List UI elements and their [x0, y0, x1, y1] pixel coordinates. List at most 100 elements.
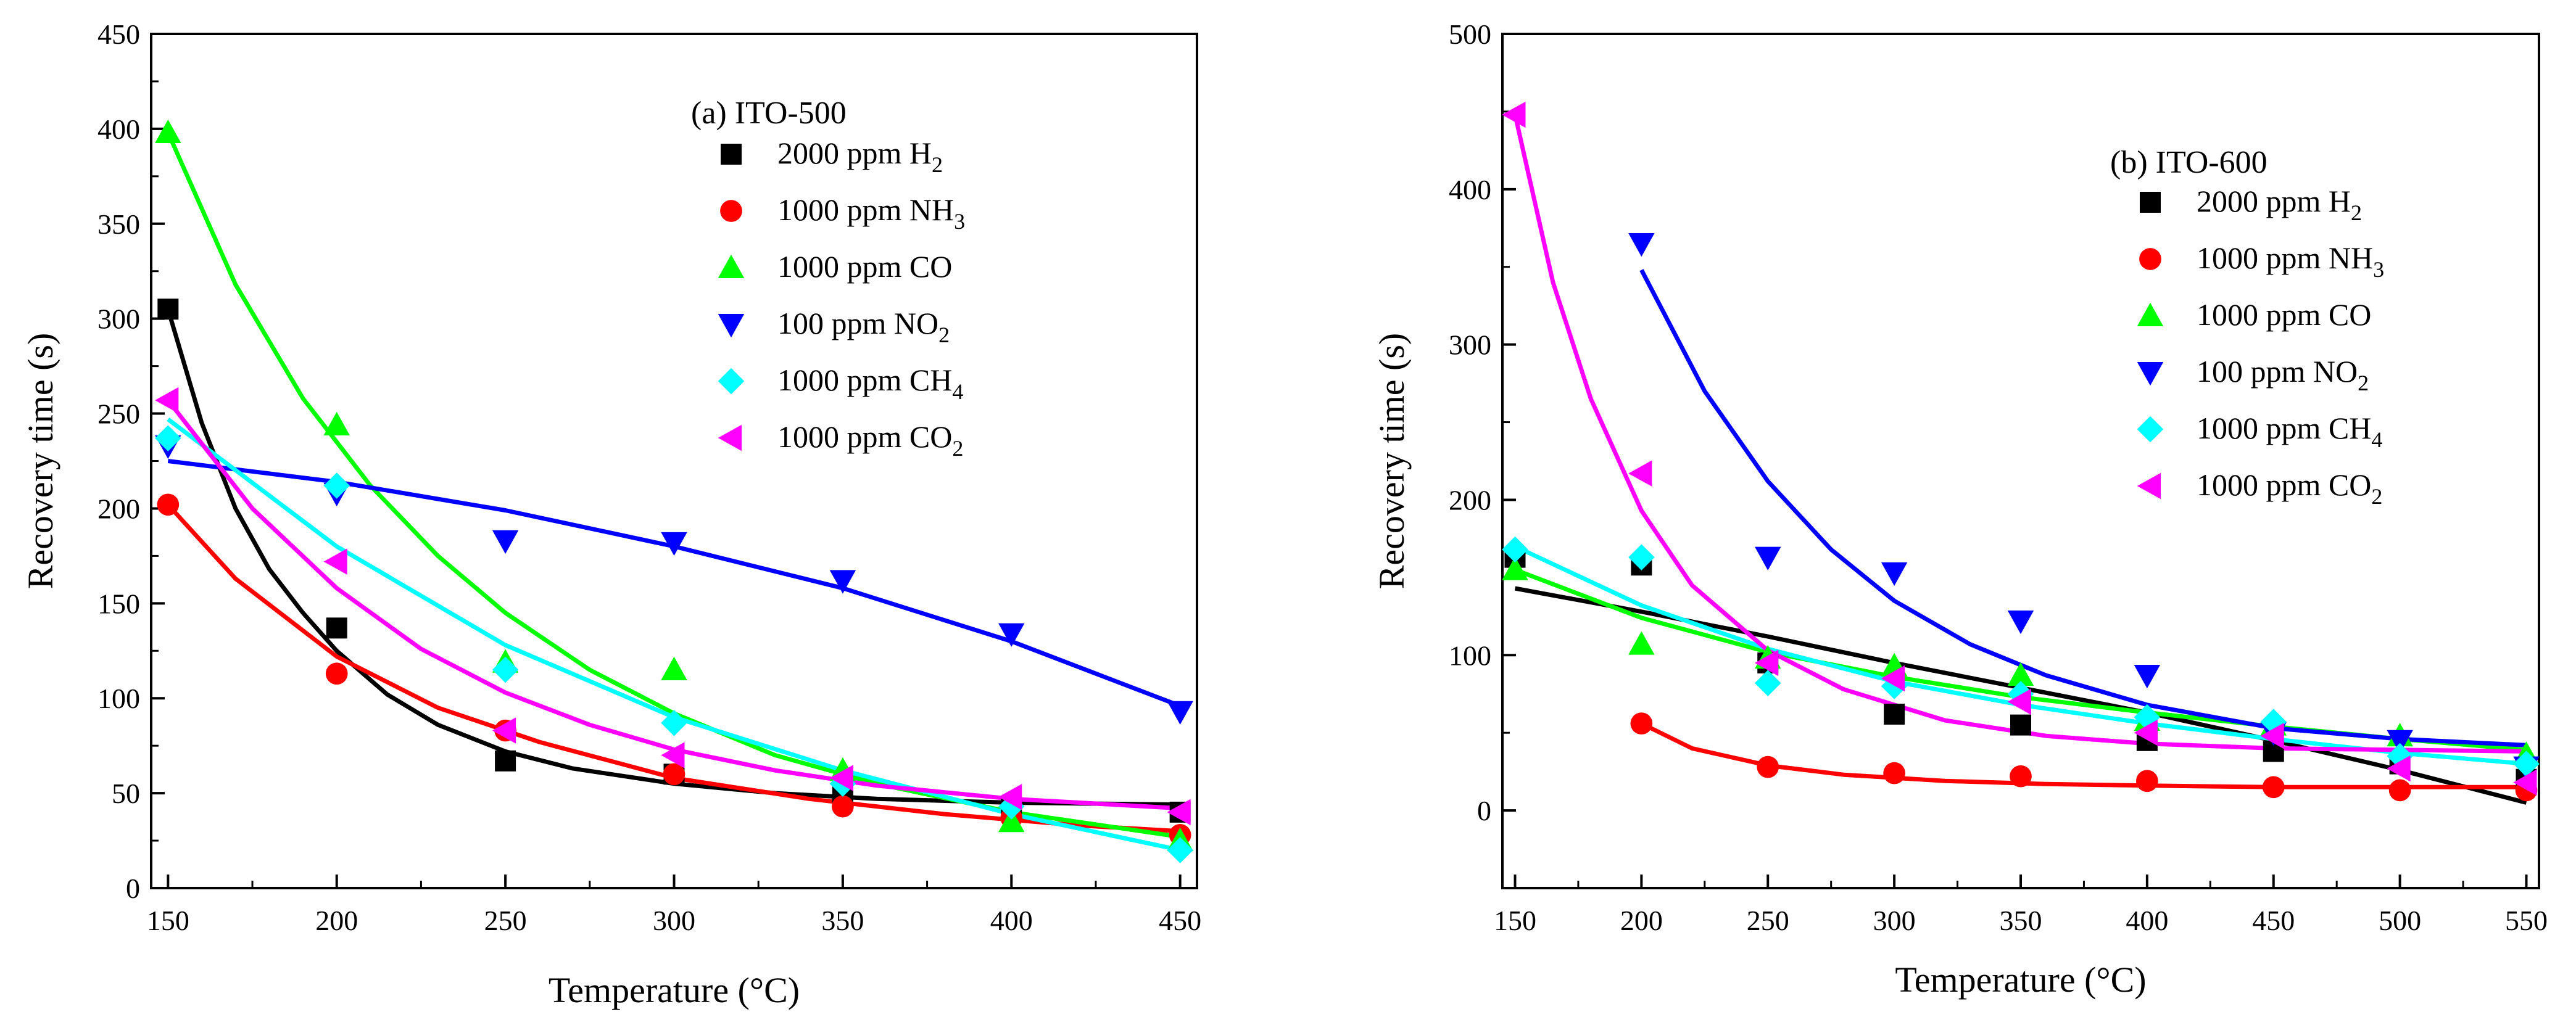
data-point-series-6 — [1628, 460, 1652, 487]
fit-curve-series-2 — [1640, 721, 2527, 789]
y-tick-label: 0 — [126, 873, 140, 904]
data-point-series-5 — [1628, 544, 1655, 570]
data-point-series-6 — [323, 548, 347, 575]
legend-marker — [718, 254, 745, 278]
y-tick-label: 400 — [97, 113, 140, 145]
legend-label-subscript: 2 — [932, 152, 943, 177]
legend-label: 1000 ppm CO — [777, 249, 952, 284]
plot-frame — [1501, 33, 2540, 889]
data-point-series-5 — [155, 425, 181, 451]
legend-label-main: 2000 ppm H — [777, 136, 932, 170]
data-point-series-6 — [829, 765, 853, 791]
legend-label: 1000 ppm CH4 — [777, 363, 963, 404]
data-point-series-6 — [155, 387, 179, 414]
x-tick-label: 150 — [147, 905, 189, 936]
x-tick-label: 550 — [2505, 905, 2548, 936]
data-point-series-4 — [829, 570, 856, 594]
data-point-series-4 — [1628, 233, 1655, 257]
legend-label: 1000 ppm CO2 — [2197, 467, 2382, 509]
legend-label-subscript: 3 — [2373, 257, 2384, 282]
data-point-series-1 — [326, 617, 347, 639]
legend-marker — [720, 200, 742, 222]
y-tick-label: 50 — [112, 778, 140, 809]
data-point-series-2 — [1757, 755, 1779, 778]
y-tick-label: 200 — [1449, 484, 1491, 516]
y-tick-label: 400 — [1449, 174, 1491, 205]
panel-title: (a) ITO-500 — [691, 96, 847, 131]
data-point-series-2 — [157, 493, 180, 516]
x-tick-label: 200 — [315, 905, 358, 936]
legend-label-subscript: 3 — [954, 209, 965, 234]
panel-a-chart: 150 200 250 300 350 400 450 0 50 100 150 200 250 300 3… — [20, 19, 1201, 1010]
data-point-series-6 — [1502, 101, 1526, 128]
y-tick-label: 150 — [97, 588, 140, 619]
legend-marker — [2137, 416, 2164, 443]
legend-label-main: 1000 ppm CH — [777, 363, 952, 397]
y-tick-label: 0 — [1477, 795, 1491, 826]
y-tick-label: 500 — [1449, 19, 1491, 50]
data-point-series-3 — [1628, 631, 1655, 655]
data-point-series-6 — [2134, 719, 2158, 746]
legend-marker — [2137, 302, 2164, 326]
x-tick-label: 250 — [484, 905, 527, 936]
y-tick-label: 450 — [97, 19, 140, 50]
data-point-series-6 — [1754, 649, 1779, 677]
data-point-series-5 — [1502, 536, 1528, 563]
x-tick-label: 300 — [653, 905, 695, 936]
x-axis-title: Temperature (°C) — [1895, 960, 2146, 1000]
data-point-series-3 — [1502, 556, 1528, 580]
legend-label-subscript: 4 — [952, 379, 963, 404]
legend-marker — [2137, 472, 2161, 500]
data-point-series-6 — [2387, 755, 2411, 782]
legend-label: 1000 ppm CO2 — [777, 419, 963, 461]
data-point-series-6 — [492, 717, 516, 744]
data-point-series-6 — [2513, 769, 2537, 796]
data-point-series-5 — [1167, 837, 1193, 863]
x-tick-label: 350 — [821, 905, 864, 936]
data-point-series-5 — [323, 472, 350, 499]
legend-marker — [2140, 192, 2161, 213]
data-point-series-2 — [2262, 776, 2285, 799]
legend-label-subscript: 2 — [2351, 200, 2362, 225]
legend-marker — [718, 368, 745, 395]
data-point-series-3 — [998, 809, 1025, 833]
x-tick-label: 150 — [1494, 905, 1536, 936]
legend-marker — [718, 424, 742, 451]
data-point-series-4 — [661, 532, 687, 556]
data-point-series-2 — [2388, 779, 2411, 802]
data-point-series-4 — [1754, 546, 1781, 570]
data-point-series-2 — [2136, 770, 2158, 792]
legend-label-subscript: 2 — [2371, 484, 2382, 509]
data-point-series-2 — [325, 662, 348, 685]
x-tick-label: 500 — [2379, 905, 2421, 936]
data-point-series-4 — [1881, 562, 1908, 587]
data-point-series-4 — [2007, 610, 2034, 635]
legend-label-main: 1000 ppm CO — [777, 249, 952, 284]
x-axis-title: Temperature (°C) — [549, 970, 800, 1010]
x-tick-label: 400 — [990, 905, 1033, 936]
x-tick-label: 200 — [1620, 905, 1663, 936]
data-point-series-3 — [2007, 662, 2034, 686]
x-tick-label: 400 — [2126, 905, 2168, 936]
x-tick-label: 300 — [1873, 905, 1916, 936]
legend-label: 1000 ppm NH3 — [2197, 241, 2384, 282]
data-point-series-3 — [661, 656, 687, 681]
data-point-series-2 — [1883, 762, 1905, 784]
legend-label: 2000 ppm H2 — [777, 136, 943, 177]
legend-marker — [718, 314, 745, 338]
legend-label: 1000 ppm CO — [2197, 297, 2371, 332]
data-point-series-2 — [1630, 712, 1653, 735]
panel-title: (b) ITO-600 — [2110, 145, 2267, 180]
y-axis-title: Recovery time (s) — [20, 333, 60, 590]
legend-label-main: 2000 ppm H — [2197, 184, 2351, 218]
legend-label-main: 1000 ppm CO — [2197, 297, 2371, 332]
data-point-series-2 — [663, 763, 685, 786]
data-point-series-4 — [2134, 665, 2161, 689]
data-point-series-3 — [155, 119, 181, 144]
data-point-series-6 — [2260, 722, 2284, 749]
legend-label: 100 ppm NO2 — [2197, 354, 2369, 395]
legend-label-main: 1000 ppm NH — [777, 192, 954, 227]
legend-label-main: 1000 ppm CO — [777, 419, 952, 454]
data-point-series-5 — [492, 656, 519, 683]
legend-label-subscript: 2 — [938, 323, 950, 347]
